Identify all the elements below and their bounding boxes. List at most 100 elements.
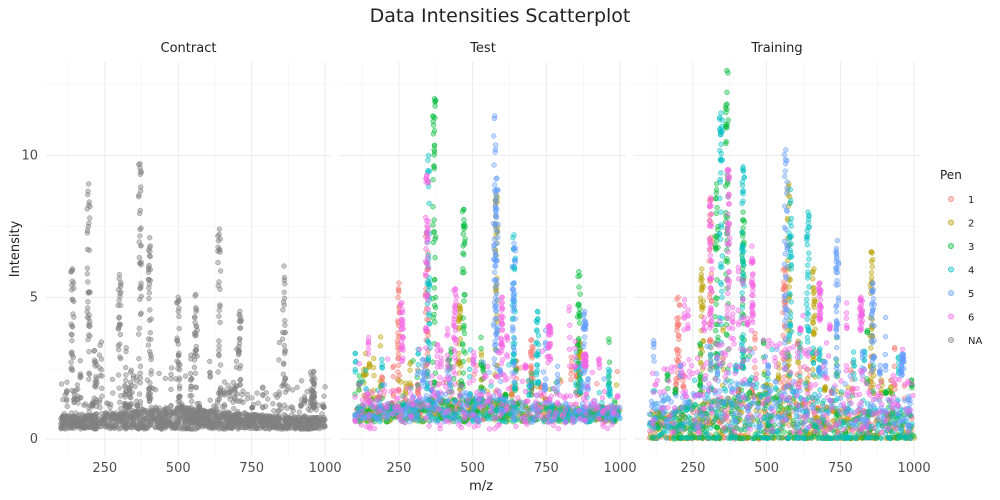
data-point	[426, 403, 431, 408]
data-point	[217, 348, 222, 353]
data-point	[87, 248, 92, 253]
data-point	[112, 412, 117, 417]
data-point	[148, 254, 153, 259]
data-point	[260, 386, 265, 391]
data-point	[282, 330, 287, 335]
data-point	[495, 176, 500, 181]
data-point	[282, 318, 287, 323]
y-tick-label: 0	[30, 432, 38, 447]
data-point	[510, 264, 515, 269]
data-point	[382, 382, 387, 387]
data-point	[397, 290, 402, 295]
data-point	[432, 218, 437, 223]
data-point	[194, 385, 199, 390]
data-point	[370, 390, 375, 395]
data-point	[408, 391, 413, 396]
data-point	[453, 382, 458, 387]
data-point	[417, 347, 422, 352]
data-point	[492, 163, 497, 168]
data-point	[263, 426, 268, 431]
data-point	[137, 211, 142, 216]
data-point	[378, 409, 383, 414]
data-point	[492, 114, 497, 119]
data-point	[379, 375, 384, 380]
data-point	[118, 332, 123, 337]
data-point	[90, 404, 95, 409]
data-point	[394, 397, 399, 402]
data-point	[138, 188, 143, 193]
data-point	[359, 422, 364, 427]
data-point	[405, 399, 410, 404]
data-point	[513, 317, 518, 322]
data-point	[193, 292, 198, 297]
data-point	[582, 309, 587, 314]
data-point	[396, 415, 401, 420]
data-point	[424, 247, 429, 252]
data-point	[493, 295, 498, 300]
data-point	[87, 322, 92, 327]
x-tick-label: 250	[387, 461, 412, 476]
data-point	[136, 332, 141, 337]
data-point	[222, 388, 227, 393]
data-point	[462, 323, 467, 328]
data-point	[366, 342, 371, 347]
data-point	[511, 374, 516, 379]
data-point	[536, 352, 541, 357]
data-point	[423, 294, 428, 299]
data-point	[494, 194, 499, 199]
facet-panel-contract: Contract250 500 750 10000510	[21, 41, 341, 476]
data-point	[86, 377, 91, 382]
data-point	[432, 153, 437, 158]
data-point	[85, 266, 90, 271]
data-point	[484, 412, 489, 417]
data-point	[277, 358, 282, 363]
data-point	[223, 427, 228, 432]
data-point	[391, 364, 396, 369]
data-point	[281, 308, 286, 313]
data-point	[64, 390, 69, 395]
data-point	[547, 397, 552, 402]
data-point	[431, 230, 436, 235]
data-point	[378, 343, 383, 348]
data-point	[87, 372, 92, 377]
data-point	[422, 401, 427, 406]
y-tick-label: 5	[30, 290, 38, 305]
data-point	[127, 403, 132, 408]
data-point	[534, 405, 539, 410]
data-point	[417, 395, 422, 400]
data-point	[582, 352, 587, 357]
data-point	[501, 372, 506, 377]
data-point	[416, 412, 421, 417]
data-point	[503, 392, 508, 397]
data-point	[277, 340, 282, 345]
data-point	[458, 393, 463, 398]
data-point	[473, 368, 478, 373]
data-point	[463, 293, 468, 298]
data-point	[427, 169, 432, 174]
data-point	[567, 364, 572, 369]
data-point	[489, 380, 494, 385]
data-point	[607, 360, 612, 365]
data-point	[529, 337, 534, 342]
data-point	[423, 273, 428, 278]
data-point	[366, 352, 371, 357]
data-point	[480, 417, 485, 422]
data-point	[462, 331, 467, 336]
data-point	[426, 288, 431, 293]
data-point	[241, 420, 246, 425]
data-point	[117, 400, 122, 405]
data-point	[364, 398, 369, 403]
data-point	[234, 365, 239, 370]
data-point	[97, 353, 102, 358]
data-point	[372, 373, 377, 378]
data-point	[505, 354, 510, 359]
data-point	[554, 410, 559, 415]
data-point	[511, 363, 516, 368]
data-point	[208, 370, 213, 375]
data-point	[189, 353, 194, 358]
data-point	[499, 402, 504, 407]
data-point	[461, 316, 466, 321]
data-point	[260, 421, 265, 426]
data-point	[86, 425, 91, 430]
data-point	[555, 364, 560, 369]
